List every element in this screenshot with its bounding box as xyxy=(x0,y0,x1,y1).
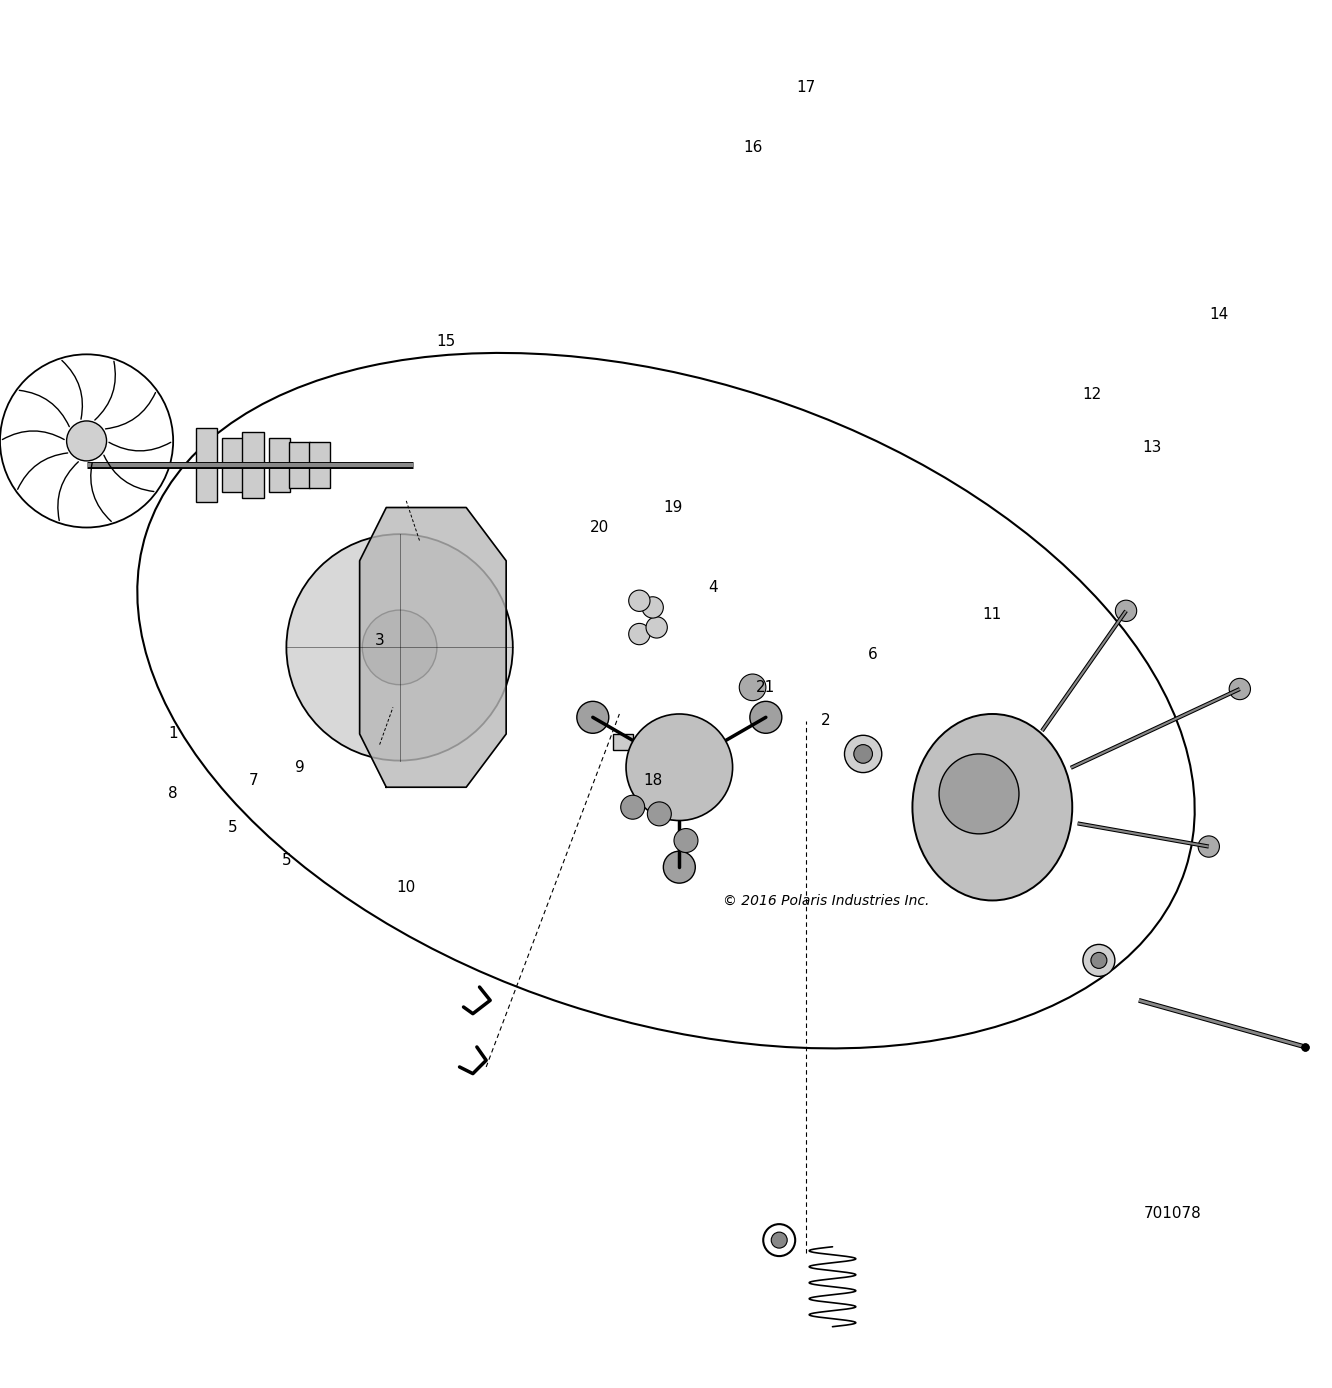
Circle shape xyxy=(1091,952,1107,969)
Text: 15: 15 xyxy=(437,333,456,348)
Circle shape xyxy=(1115,600,1136,622)
Text: 21: 21 xyxy=(757,680,775,695)
Text: 701078: 701078 xyxy=(1143,1206,1201,1221)
Circle shape xyxy=(626,713,733,820)
Circle shape xyxy=(663,851,695,883)
Text: 19: 19 xyxy=(663,500,682,515)
Circle shape xyxy=(629,623,650,644)
Circle shape xyxy=(1229,679,1251,700)
Text: 7: 7 xyxy=(248,773,258,788)
Text: 11: 11 xyxy=(983,607,1002,622)
FancyBboxPatch shape xyxy=(269,439,290,491)
Text: 5: 5 xyxy=(228,820,238,834)
Circle shape xyxy=(621,795,645,819)
FancyBboxPatch shape xyxy=(309,441,330,489)
Text: 6: 6 xyxy=(867,647,878,662)
Bar xyxy=(613,734,633,750)
FancyBboxPatch shape xyxy=(242,432,264,498)
Polygon shape xyxy=(360,508,506,787)
Text: 4: 4 xyxy=(707,580,718,595)
Text: © 2016 Polaris Industries Inc.: © 2016 Polaris Industries Inc. xyxy=(723,894,928,908)
Circle shape xyxy=(362,611,437,684)
FancyBboxPatch shape xyxy=(289,441,310,489)
Circle shape xyxy=(647,802,671,826)
Circle shape xyxy=(1197,836,1219,858)
Text: 1: 1 xyxy=(168,726,178,741)
Circle shape xyxy=(67,421,107,461)
Circle shape xyxy=(646,616,667,638)
Text: 10: 10 xyxy=(397,880,416,895)
Circle shape xyxy=(577,701,609,733)
FancyBboxPatch shape xyxy=(196,429,217,501)
Circle shape xyxy=(663,791,682,809)
Circle shape xyxy=(1083,944,1115,976)
Text: 14: 14 xyxy=(1209,307,1228,322)
Text: 9: 9 xyxy=(294,759,305,775)
FancyBboxPatch shape xyxy=(222,439,244,491)
Circle shape xyxy=(854,744,872,763)
Circle shape xyxy=(629,590,650,612)
Text: 13: 13 xyxy=(1143,440,1162,455)
Circle shape xyxy=(750,701,782,733)
Circle shape xyxy=(677,798,695,816)
Circle shape xyxy=(674,829,698,852)
Text: 8: 8 xyxy=(168,787,178,801)
Circle shape xyxy=(939,754,1019,834)
Text: 3: 3 xyxy=(374,633,385,648)
Ellipse shape xyxy=(912,713,1072,901)
Text: 17: 17 xyxy=(797,81,815,96)
Circle shape xyxy=(771,1233,787,1248)
Text: 18: 18 xyxy=(643,773,662,788)
Text: 12: 12 xyxy=(1083,387,1102,401)
Circle shape xyxy=(844,736,882,773)
Circle shape xyxy=(286,534,513,761)
Circle shape xyxy=(642,597,663,618)
Text: 2: 2 xyxy=(821,713,831,729)
Circle shape xyxy=(739,675,766,701)
Text: 5: 5 xyxy=(281,854,292,868)
Text: 20: 20 xyxy=(590,520,609,534)
Text: 16: 16 xyxy=(743,140,762,155)
